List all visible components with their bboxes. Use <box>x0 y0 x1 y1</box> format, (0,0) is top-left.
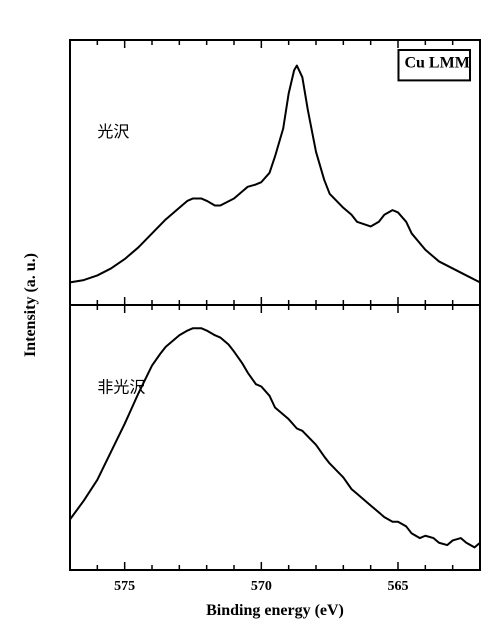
x-tick-label: 575 <box>114 579 135 594</box>
xps-spectra-plot: 光沢非光沢 575 570 565 Binding energy (eV) Intensi… <box>0 0 500 641</box>
panel-label: 非光沢 <box>97 379 145 397</box>
x-tick-label: 570 <box>251 579 272 594</box>
y-axis-label: Intensity (a. u.) <box>22 253 39 357</box>
x-tick-label: 565 <box>388 579 409 594</box>
panel-label: 光沢 <box>97 123 129 141</box>
legend-label: Cu LMM <box>404 54 469 71</box>
chart-container: 光沢非光沢 575 570 565 Binding energy (eV) Intensi… <box>0 0 500 641</box>
x-axis-label: Binding energy (eV) <box>206 602 344 619</box>
